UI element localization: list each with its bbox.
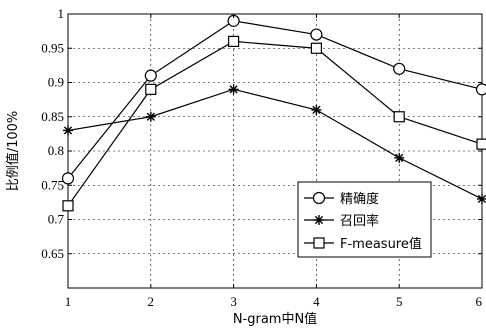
data-point — [144, 69, 157, 82]
x-tick-label: 6 — [476, 294, 483, 309]
y-tick-label: 0.95 — [41, 40, 64, 55]
x-axis-ticks: 1 2 3 4 5 6 — [65, 14, 483, 309]
y-tick-label: 0.7 — [48, 212, 65, 227]
data-point — [477, 193, 486, 204]
y-tick-label: 0.85 — [41, 109, 64, 124]
data-point — [476, 138, 486, 150]
series-circle — [61, 14, 486, 185]
legend-entry: F-measure值 — [304, 236, 422, 252]
legend-marker — [314, 215, 324, 225]
data-point — [145, 111, 156, 122]
x-tick-label: 5 — [396, 294, 403, 309]
legend-label: 精确度 — [340, 191, 379, 207]
legend-entry: 精确度 — [304, 191, 379, 207]
y-tick-label: 0.75 — [41, 177, 64, 192]
y-axis-ticks: 0.65 0.7 0.75 0.8 0.85 0.9 0.95 1 — [41, 6, 482, 261]
data-point — [393, 62, 406, 75]
y-axis-label: 比例值/100% — [5, 111, 21, 192]
data-point — [311, 104, 322, 115]
data-point — [63, 125, 73, 136]
legend-entry: 召回率 — [304, 213, 379, 229]
legend-label: F-measure值 — [340, 236, 422, 252]
data-point — [228, 84, 239, 95]
x-tick-label: 4 — [313, 294, 320, 309]
data-point — [310, 42, 322, 54]
legend-label: 召回率 — [340, 213, 379, 229]
x-axis-label: N-gram中N值 — [233, 311, 317, 327]
legend-marker — [313, 237, 325, 249]
x-tick-label: 2 — [148, 294, 155, 309]
series-line — [67, 20, 483, 179]
data-point — [62, 200, 74, 212]
y-tick-label: 1 — [58, 6, 65, 21]
y-tick-label: 0.8 — [48, 143, 64, 158]
legend-marker — [312, 191, 326, 205]
series-line — [67, 40, 483, 207]
x-tick-label: 3 — [230, 294, 237, 309]
data-point — [228, 35, 240, 48]
data-point — [394, 152, 405, 163]
data-point — [393, 111, 405, 123]
data-point — [475, 83, 486, 96]
series-star — [63, 84, 486, 204]
series-line — [67, 88, 483, 200]
data-point — [310, 28, 323, 41]
y-tick-label: 0.65 — [41, 246, 64, 261]
data-point — [61, 172, 75, 185]
series-square — [62, 35, 486, 212]
data-point — [145, 83, 157, 95]
x-tick-label: 1 — [65, 294, 72, 309]
series-layer — [61, 14, 486, 212]
y-tick-label: 0.9 — [48, 75, 64, 90]
